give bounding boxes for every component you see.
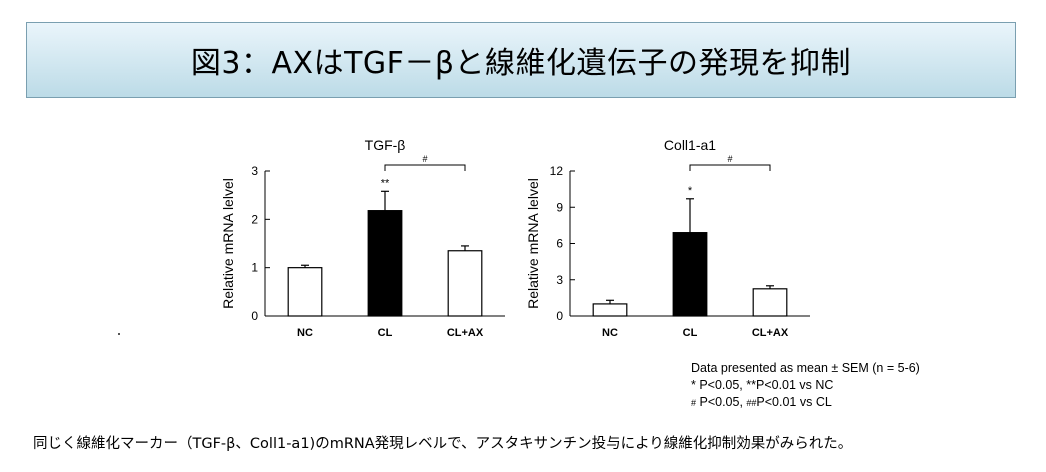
- y-tick-label: 9: [556, 200, 563, 214]
- y-tick-label: 3: [251, 164, 258, 178]
- significance-bracket: [689, 164, 771, 171]
- hash-symbol: #: [691, 398, 697, 408]
- notes-line-1: Data presented as mean ± SEM (n = 5-6): [691, 361, 920, 375]
- x-tick-label: CL: [378, 327, 393, 339]
- y-axis-label: Relative mRNA lelvel: [220, 178, 236, 309]
- title-banner: 図3：AXはTGF－βと線維化遺伝子の発現を抑制: [26, 22, 1016, 98]
- notes-line-3: # P<0.05, ##P<0.01 vs CL: [691, 394, 920, 412]
- stray-mark: [118, 333, 120, 335]
- bar-nc: [592, 303, 628, 317]
- bracket-label: #: [727, 154, 732, 164]
- significance-marker: **: [381, 177, 390, 189]
- caption: 同じく線維化マーカー（TGF-β、Coll1-a1)のmRNA発現レベルで、アス…: [33, 436, 853, 452]
- x-tick-label: NC: [297, 327, 313, 339]
- significance-bracket: [384, 164, 466, 171]
- y-tick-label: 12: [550, 164, 564, 178]
- statistics-notes: Data presented as mean ± SEM (n = 5-6) *…: [691, 360, 920, 412]
- bar-cl-ax: [447, 250, 483, 317]
- y-tick-label: 2: [251, 212, 258, 226]
- tgf-beta-chart: TGF-β Relative mRNA lelvel 0 1 2 3 NC CL ** CL+AX…: [220, 137, 505, 339]
- coll1-a1-chart: Coll1-a1 Relative mRNA lelvel 0 3 6 9 12 NC CL * C…: [525, 137, 810, 339]
- bracket-label: #: [422, 154, 427, 164]
- bar-cl-ax: [752, 288, 788, 317]
- y-tick-label: 3: [556, 273, 563, 287]
- significance-marker: *: [688, 185, 693, 197]
- x-tick-label: NC: [602, 327, 618, 339]
- y-tick-label: 0: [556, 309, 563, 323]
- y-tick-label: 6: [556, 237, 563, 251]
- notes-line-2: * P<0.05, **P<0.01 vs NC: [691, 378, 834, 392]
- page-title: 図3：AXはTGF－βと線維化遺伝子の発現を抑制: [190, 46, 852, 81]
- bar-cl: [672, 232, 708, 317]
- bar-nc: [287, 267, 323, 317]
- x-tick-label: CL+AX: [752, 327, 789, 339]
- y-axis-label: Relative mRNA lelvel: [525, 178, 541, 309]
- double-hash-symbol: ##: [746, 398, 757, 408]
- chart-title: TGF-β: [365, 137, 406, 153]
- y-tick-label: 1: [251, 261, 258, 275]
- notes-line-3-b: P<0.01 vs CL: [756, 395, 832, 409]
- chart-title: Coll1-a1: [664, 137, 716, 153]
- y-tick-label: 0: [251, 309, 258, 323]
- x-tick-label: CL+AX: [447, 327, 484, 339]
- notes-line-3-a: P<0.05,: [696, 395, 747, 409]
- x-tick-label: CL: [683, 327, 698, 339]
- bar-cl: [367, 210, 403, 317]
